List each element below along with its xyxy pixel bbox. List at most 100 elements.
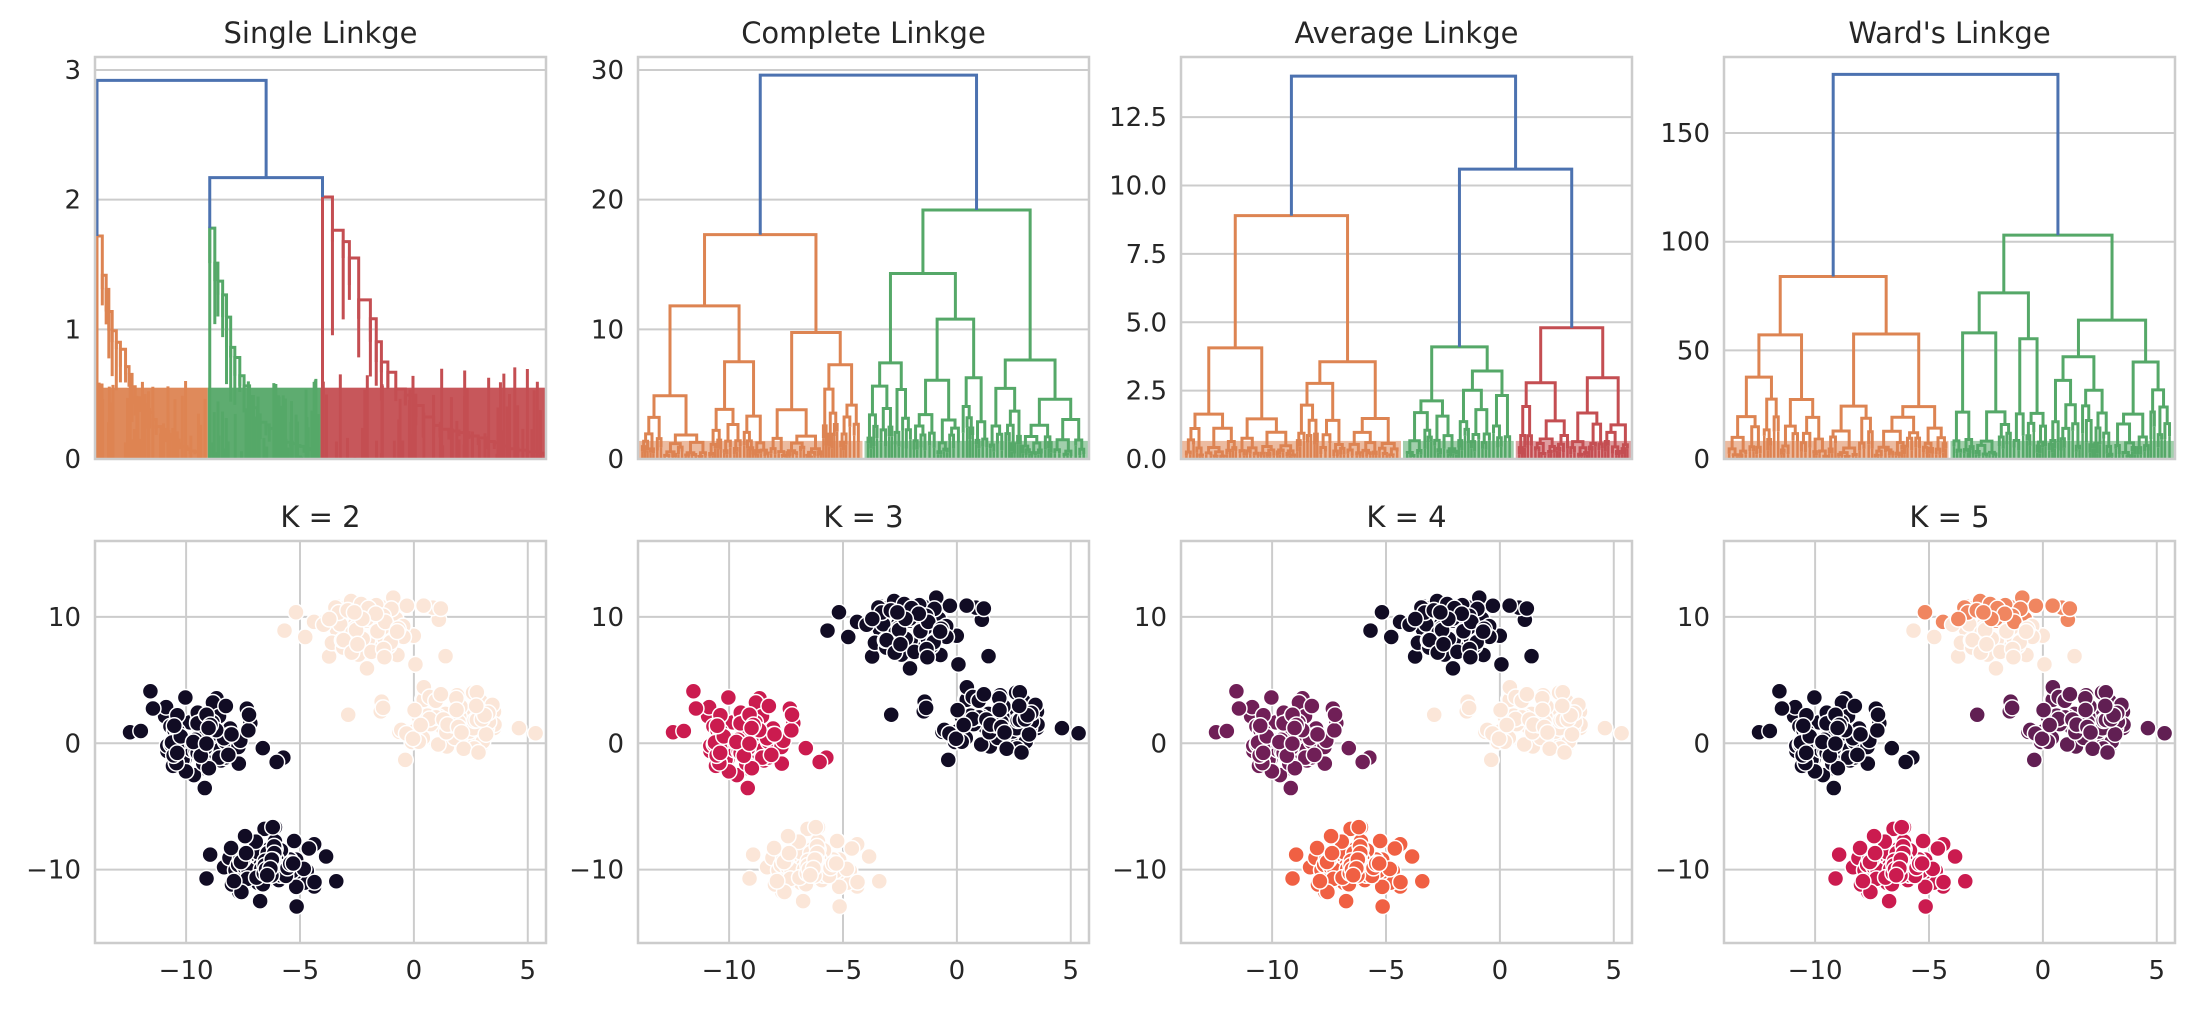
dendrogram-root-link bbox=[1289, 74, 1518, 216]
wards-linkage-dendrogram: 0 50 100 150 Ward's Linkge bbox=[1660, 16, 2177, 475]
scatter-point bbox=[1854, 872, 1872, 890]
scatter-point bbox=[1413, 872, 1432, 891]
dendrogram-root-link bbox=[1457, 167, 1574, 347]
dendrogram-link bbox=[921, 208, 1032, 360]
root-links bbox=[1289, 74, 1574, 347]
scatter-points bbox=[1207, 588, 1631, 916]
scatter-point bbox=[882, 706, 900, 724]
dendrogram-link bbox=[1471, 432, 1481, 442]
cluster-branches bbox=[1725, 274, 1949, 459]
x-tick-label: 0 bbox=[949, 956, 966, 986]
axes-frame bbox=[636, 539, 1091, 945]
scatter-point bbox=[1482, 751, 1500, 769]
scatter-point bbox=[931, 622, 949, 641]
scatter-point bbox=[1563, 725, 1581, 744]
scatter-point bbox=[1350, 818, 1368, 836]
scatter-point bbox=[477, 725, 495, 744]
dendrogram-link bbox=[1839, 404, 1868, 432]
scatter-point bbox=[779, 827, 797, 845]
dendrogram-link bbox=[1004, 432, 1011, 442]
scatter-point bbox=[1230, 699, 1248, 718]
dendrogram-link bbox=[1494, 393, 1509, 437]
chart-title: Single Linkge bbox=[223, 16, 417, 50]
dendrogram-link bbox=[110, 329, 118, 391]
dendrogram-link bbox=[726, 423, 740, 442]
cluster-branches bbox=[1515, 326, 1631, 459]
scatter-point bbox=[388, 622, 406, 641]
scatter-point bbox=[979, 647, 998, 665]
scatter-points bbox=[664, 588, 1088, 916]
scatter-point bbox=[432, 685, 450, 703]
scatter-point bbox=[217, 697, 235, 715]
scatter-point bbox=[2004, 648, 2023, 666]
scatter-point bbox=[2025, 751, 2043, 769]
scatter-point bbox=[1425, 706, 1443, 724]
dendrogram-link bbox=[940, 418, 957, 443]
y-tick-label: 20 bbox=[591, 186, 624, 216]
scatter-point bbox=[1949, 610, 1968, 628]
scatter-point bbox=[2065, 647, 2084, 665]
x-tick-label: −10 bbox=[1245, 956, 1300, 986]
scatter-point bbox=[888, 603, 907, 622]
x-tick-label: −10 bbox=[1788, 956, 1843, 986]
single-linkage-dendrogram: 0 1 2 3 Single Linkge bbox=[64, 16, 548, 475]
scatter-point bbox=[1311, 872, 1329, 890]
scatter-point bbox=[2003, 699, 2021, 717]
scatter-point bbox=[264, 818, 282, 836]
scatter-point bbox=[675, 722, 693, 740]
scatter-point bbox=[949, 655, 968, 674]
x-tick-label: 5 bbox=[1606, 956, 1623, 986]
dendrogram-leaf-mass bbox=[639, 440, 863, 459]
y-tick-label: 1 bbox=[64, 315, 81, 345]
scatter-point bbox=[404, 730, 422, 748]
scatter-point bbox=[1323, 844, 1341, 862]
dendrogram-link bbox=[229, 345, 237, 405]
chart-title: Average Linkge bbox=[1295, 16, 1519, 50]
scatter-point bbox=[1794, 717, 1812, 735]
scatter-point bbox=[1914, 832, 1932, 850]
scatter-point bbox=[744, 845, 762, 864]
scatter-point bbox=[708, 717, 726, 735]
scatter-point bbox=[801, 866, 819, 885]
cluster-branches bbox=[207, 226, 321, 459]
scatter-point bbox=[918, 648, 937, 666]
dendrogram-link bbox=[1474, 408, 1489, 435]
scatter-point bbox=[240, 705, 258, 724]
scatter-point bbox=[201, 845, 219, 864]
y-tick-label: 5.0 bbox=[1126, 308, 1167, 338]
scatter-point bbox=[975, 685, 993, 703]
dendrogram-link bbox=[647, 415, 661, 439]
scatter-point bbox=[2076, 701, 2095, 719]
scatter-point bbox=[1968, 706, 1986, 724]
scatter-point bbox=[2155, 724, 2174, 743]
scatter-point bbox=[411, 716, 430, 734]
dendrogram-link bbox=[1419, 399, 1444, 417]
y-tick-label: 2 bbox=[64, 186, 81, 216]
scatter-point bbox=[200, 759, 218, 777]
scatter-point bbox=[1353, 753, 1372, 771]
scatter-point bbox=[830, 603, 848, 621]
dendrogram-link bbox=[1609, 423, 1627, 445]
scatter-point bbox=[1251, 717, 1269, 735]
scatter-point bbox=[1553, 697, 1571, 715]
scatter-point bbox=[327, 872, 346, 891]
scatter-point bbox=[300, 839, 318, 858]
scatter-point bbox=[258, 866, 276, 885]
scatter-point bbox=[2061, 685, 2079, 703]
scatter-k5: −10 −5 0 5 −10 0 10 K = 5 bbox=[1655, 500, 2177, 986]
chart-title: Complete Linkge bbox=[741, 16, 986, 50]
dendrogram-link bbox=[703, 233, 818, 333]
x-tick-label: −10 bbox=[702, 956, 757, 986]
scatter-point bbox=[1828, 719, 1847, 737]
x-tick-label: 0 bbox=[406, 956, 423, 986]
scatter-point bbox=[1916, 603, 1934, 621]
dendrogram-link bbox=[832, 422, 839, 436]
scatter-point bbox=[396, 751, 414, 769]
scatter-point bbox=[1444, 659, 1462, 678]
scatter-point bbox=[1373, 897, 1392, 916]
scatter-point bbox=[1893, 818, 1911, 836]
scatter-point bbox=[1254, 744, 1272, 762]
scatter-point bbox=[1848, 746, 1867, 764]
scatter-point bbox=[765, 839, 783, 857]
x-tick-label: −5 bbox=[1910, 956, 1948, 986]
